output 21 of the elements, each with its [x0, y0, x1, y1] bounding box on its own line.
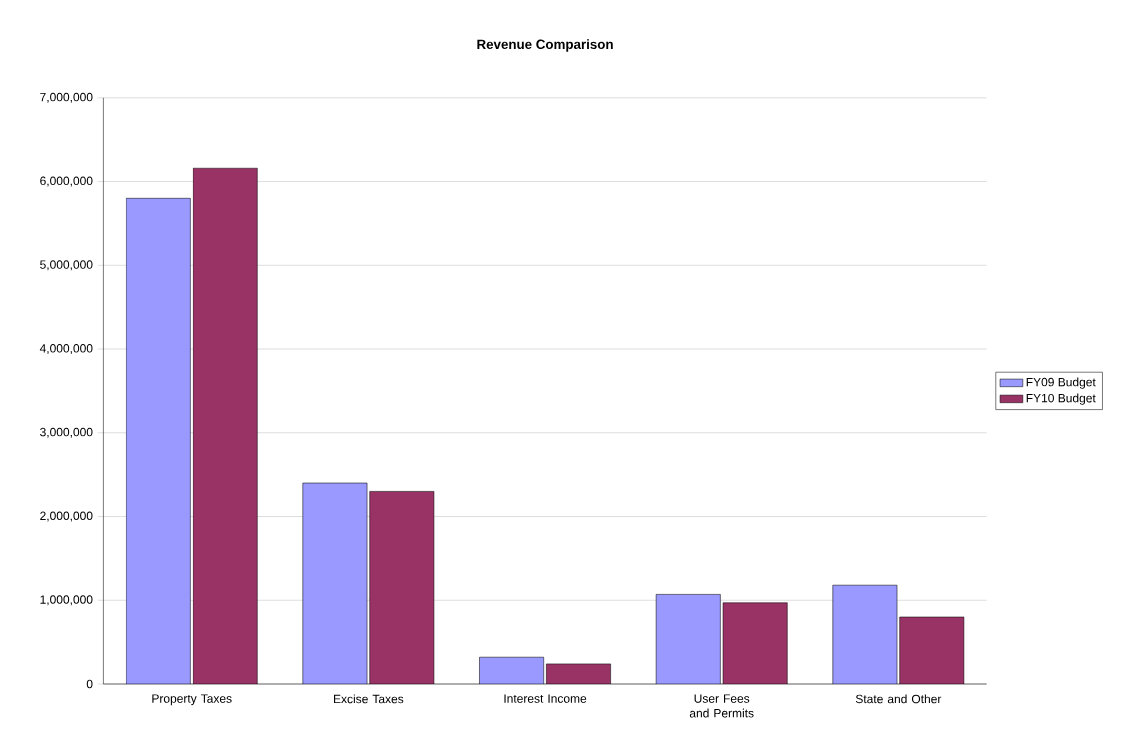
y-tick-label: 4,000,000	[39, 344, 93, 354]
y-tick-label: 1,000,000	[40, 595, 93, 606]
y-tick-label: 3,000,000	[40, 427, 93, 438]
legend-label: FY09 Budget	[1026, 377, 1096, 389]
x-tick-label: Interest Income	[504, 694, 587, 703]
y-tick-label: 5,000,000	[40, 260, 93, 271]
x-tick-label: User Fees and Permits	[689, 694, 754, 718]
x-tick-label: Excise Taxes	[334, 694, 404, 704]
bar	[126, 198, 191, 684]
bar	[656, 594, 721, 684]
bar	[479, 657, 544, 684]
bar	[832, 584, 898, 684]
x-tick-label: State and Other	[855, 694, 942, 704]
y-tick-label: 6,000,000	[40, 176, 93, 187]
y-tick-label: 2,000,000	[40, 511, 93, 522]
chart-title: Revenue Comparison	[477, 39, 613, 52]
y-tick-label: 7,000,000	[40, 92, 93, 103]
x-tick-label: Property Taxes	[152, 694, 232, 706]
y-tick-label: 0	[86, 679, 93, 689]
bar	[302, 483, 368, 684]
legend-label: FY10 Budget	[1026, 393, 1096, 405]
